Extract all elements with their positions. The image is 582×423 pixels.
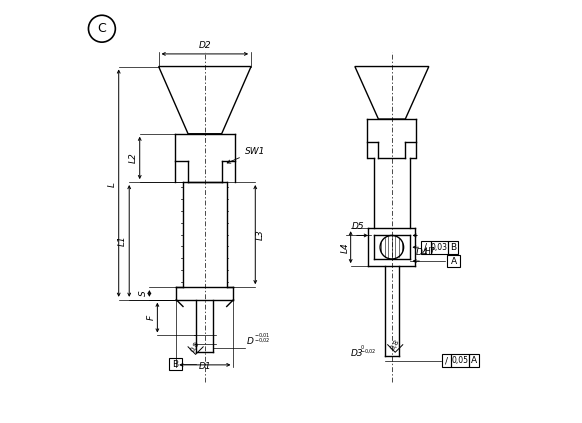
Text: L4: L4 xyxy=(340,242,350,253)
Text: D5: D5 xyxy=(352,222,364,231)
Text: /: / xyxy=(445,356,448,365)
Text: $^{0}_{-0{,}02}$: $^{0}_{-0{,}02}$ xyxy=(360,344,377,357)
Bar xyxy=(431,241,448,253)
Text: $^{-0{,}01}_{-0{,}02}$: $^{-0{,}01}_{-0{,}02}$ xyxy=(254,332,271,345)
Bar xyxy=(442,354,451,367)
Text: D: D xyxy=(247,337,254,346)
Text: H7: H7 xyxy=(424,247,435,256)
Bar xyxy=(448,255,460,267)
Text: 0,03: 0,03 xyxy=(431,243,448,252)
Text: SW1: SW1 xyxy=(227,146,265,163)
Bar xyxy=(169,358,182,371)
Bar xyxy=(448,241,458,253)
Text: L1: L1 xyxy=(118,236,127,246)
Text: A: A xyxy=(471,356,477,365)
Text: B: B xyxy=(172,360,179,368)
Text: S: S xyxy=(140,291,148,297)
Text: F: F xyxy=(147,315,156,320)
Text: /: / xyxy=(424,243,427,252)
Text: 0,8: 0,8 xyxy=(389,338,400,351)
Bar xyxy=(451,354,469,367)
Bar xyxy=(469,354,479,367)
Text: 0,8: 0,8 xyxy=(190,340,201,353)
Text: A: A xyxy=(450,257,457,266)
Text: D3: D3 xyxy=(351,349,364,358)
Bar xyxy=(421,241,431,253)
Text: C: C xyxy=(98,22,107,35)
Text: L2: L2 xyxy=(129,152,137,163)
Text: D1: D1 xyxy=(198,362,211,371)
Text: L: L xyxy=(108,182,116,187)
Text: D4: D4 xyxy=(416,248,428,257)
Text: B: B xyxy=(450,243,456,252)
Text: D2: D2 xyxy=(198,41,211,50)
Text: 0,05: 0,05 xyxy=(452,356,469,365)
Text: L3: L3 xyxy=(256,229,265,240)
